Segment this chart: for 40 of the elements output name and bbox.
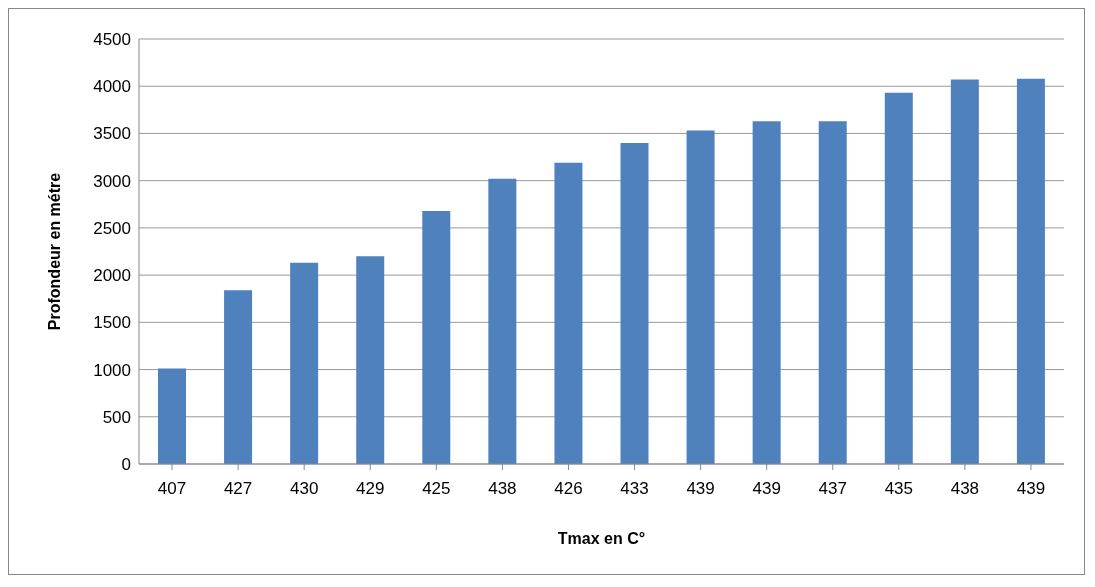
x-tick-label: 438	[950, 479, 980, 499]
y-tick-label: 1000	[93, 360, 131, 380]
bar	[686, 130, 715, 464]
bar	[950, 79, 979, 464]
x-tick-label: 439	[1016, 479, 1046, 499]
x-tick-label: 425	[422, 479, 451, 499]
y-tick-label: 3500	[93, 124, 131, 144]
bar	[488, 178, 517, 464]
bar	[1016, 78, 1045, 464]
x-tick-label: 429	[356, 479, 385, 499]
x-tick-label: 426	[554, 479, 583, 499]
y-tick-label: 2500	[93, 218, 131, 238]
bar	[620, 142, 649, 464]
x-axis-title: Tmax en C°	[557, 530, 646, 547]
x-tick-label: 427	[223, 479, 253, 499]
y-tick-label: 1500	[93, 313, 131, 333]
bar	[884, 92, 913, 464]
x-tick-label: 433	[620, 479, 649, 499]
y-tick-label: 4000	[93, 77, 131, 97]
bar	[752, 121, 781, 464]
y-tick-label: 3000	[93, 171, 131, 191]
y-tick-label: 500	[102, 407, 131, 427]
bar	[290, 262, 319, 464]
bar	[356, 256, 385, 464]
bar	[818, 121, 847, 464]
x-tick-label: 435	[884, 479, 914, 499]
y-tick-label: 4500	[93, 30, 131, 50]
x-tick-label: 439	[686, 479, 715, 499]
bar	[422, 210, 451, 464]
bar	[158, 368, 186, 464]
y-tick-label: 2000	[93, 266, 131, 286]
x-tick-label: 439	[752, 479, 781, 499]
bar	[554, 162, 583, 464]
y-tick-label: 0	[121, 455, 131, 475]
x-tick-label: 437	[818, 479, 847, 499]
x-tick-label: 407	[157, 479, 187, 499]
bar	[224, 290, 253, 464]
y-axis-title: Profondeur en métre	[45, 172, 63, 331]
x-tick-label: 430	[289, 479, 319, 499]
x-tick-label: 438	[488, 479, 517, 499]
